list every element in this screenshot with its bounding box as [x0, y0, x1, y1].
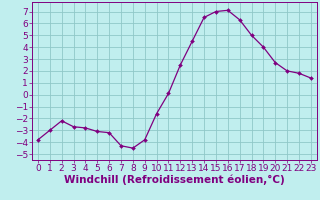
X-axis label: Windchill (Refroidissement éolien,°C): Windchill (Refroidissement éolien,°C)	[64, 175, 285, 185]
